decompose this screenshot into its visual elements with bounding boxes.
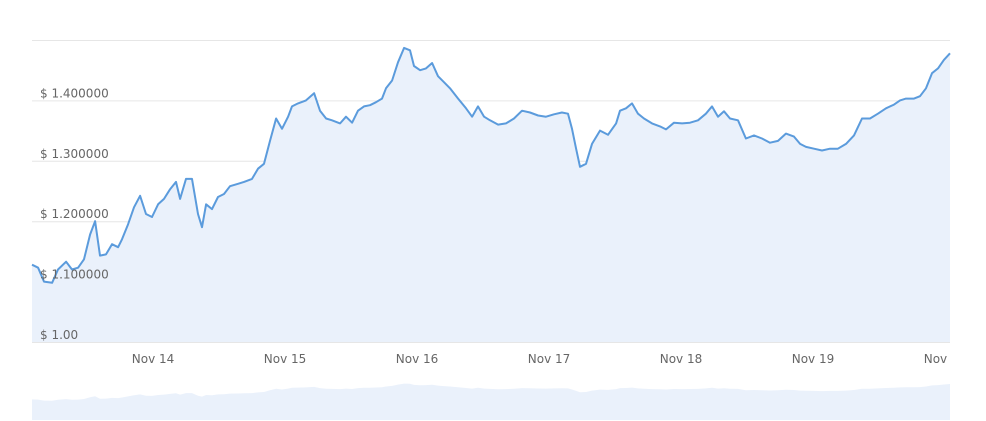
x-tick-label: Nov 19 bbox=[792, 352, 835, 366]
plot bbox=[31, 46, 951, 343]
area-fill bbox=[32, 47, 950, 343]
y-tick-label: $ 1.300000 bbox=[40, 147, 109, 161]
y-tick-label: $ 1.200000 bbox=[40, 207, 109, 221]
y-tick-label: $ 1.00 bbox=[40, 328, 78, 342]
y-tick-label: $ 1.100000 bbox=[40, 268, 109, 282]
price-line bbox=[31, 46, 951, 284]
navigator bbox=[32, 383, 950, 420]
x-tick-label: Nov 15 bbox=[264, 352, 307, 366]
labels: $ 1.00 $ 1.100000 $ 1.200000 $ 1.300000 $ 1.… bbox=[40, 86, 967, 366]
navigator-area bbox=[32, 383, 950, 420]
x-tick-label: Nov 18 bbox=[660, 352, 703, 366]
x-tick-label: Nov 16 bbox=[396, 352, 439, 366]
x-tick-label: Nov 17 bbox=[528, 352, 571, 366]
y-tick-label: $ 1.400000 bbox=[40, 86, 109, 100]
x-tick-label: Nov 14 bbox=[132, 352, 175, 366]
x-tick-label: Nov 20 bbox=[924, 352, 967, 366]
